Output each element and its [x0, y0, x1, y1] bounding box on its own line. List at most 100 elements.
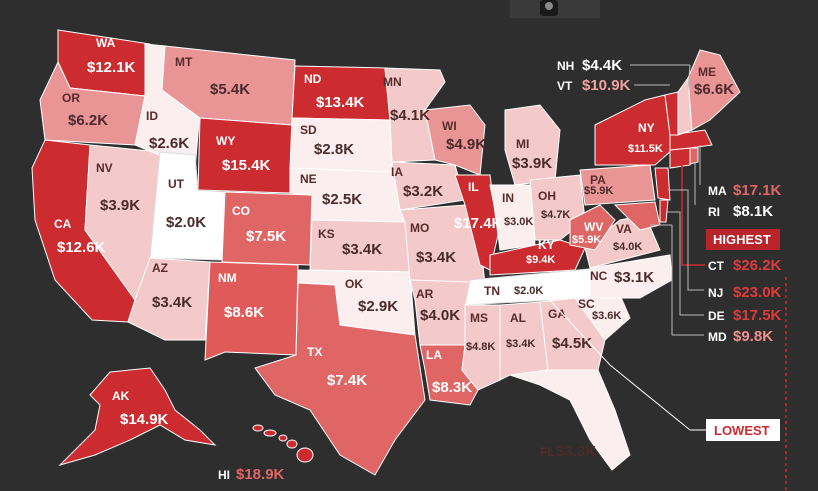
lowest-callout: LOWEST [544, 294, 780, 441]
svg-text:$3.4K: $3.4K [342, 241, 382, 258]
state-pa[interactable] [579, 164, 656, 206]
svg-text:$17.4K: $17.4K [454, 215, 503, 232]
svg-text:MS: MS [470, 311, 488, 325]
svg-text:OR: OR [62, 91, 80, 105]
svg-text:WY: WY [216, 134, 235, 148]
state-hi[interactable] [252, 424, 314, 463]
svg-text:RI: RI [708, 205, 720, 219]
svg-text:$3.9K: $3.9K [100, 197, 140, 214]
svg-text:ME: ME [698, 65, 716, 79]
state-tx[interactable] [254, 282, 426, 476]
lowest-box [706, 419, 780, 441]
svg-text:MA: MA [708, 184, 727, 198]
svg-text:$4.1K: $4.1K [390, 107, 430, 124]
svg-text:HI: HI [218, 468, 230, 482]
state-ga[interactable] [539, 297, 606, 371]
state-nm[interactable] [204, 261, 299, 361]
svg-text:$4.9K: $4.9K [446, 136, 486, 153]
svg-text:NV: NV [96, 161, 113, 175]
svg-text:DE: DE [708, 309, 725, 323]
svg-text:$4.0K: $4.0K [420, 307, 460, 324]
svg-text:$3.0K: $3.0K [504, 216, 533, 228]
svg-text:$3.3K: $3.3K [556, 443, 596, 460]
svg-text:TN: TN [484, 284, 500, 298]
svg-text:IL: IL [468, 180, 479, 194]
svg-text:$12.6K: $12.6K [57, 239, 106, 256]
svg-text:$14.9K: $14.9K [120, 411, 169, 428]
svg-text:SC: SC [578, 297, 595, 311]
svg-text:$8.3K: $8.3K [432, 379, 472, 396]
state-in[interactable] [489, 184, 536, 251]
svg-text:$6.6K: $6.6K [694, 81, 734, 98]
hi-label: HI $18.9K [218, 466, 285, 483]
svg-text:CT: CT [708, 259, 725, 273]
svg-text:$17.1K: $17.1K [733, 182, 782, 199]
svg-text:$3.1K: $3.1K [614, 269, 654, 286]
svg-text:$23.0K: $23.0K [733, 284, 782, 301]
svg-text:MD: MD [708, 330, 727, 344]
svg-text:$2.5K: $2.5K [322, 191, 362, 208]
svg-text:AR: AR [416, 287, 434, 301]
svg-text:VA: VA [616, 222, 632, 236]
svg-text:ND: ND [304, 72, 322, 86]
state-ma[interactable] [669, 129, 713, 151]
state-labels: WA $12.1K OR $6.2K CA $12.6K NV $3.9K ID… [54, 36, 734, 460]
state-fl[interactable] [509, 369, 631, 471]
svg-text:LA: LA [426, 348, 442, 362]
svg-text:GA: GA [548, 307, 566, 321]
svg-text:$7.4K: $7.4K [327, 372, 367, 389]
svg-text:MN: MN [383, 75, 402, 89]
state-nc[interactable] [589, 254, 673, 299]
svg-text:IA: IA [391, 165, 403, 179]
state-ak[interactable] [58, 367, 217, 467]
svg-text:$6.2K: $6.2K [68, 112, 108, 129]
svg-text:$3.2K: $3.2K [403, 183, 443, 200]
svg-text:MI: MI [516, 137, 529, 151]
corner-graphic [510, 0, 600, 18]
svg-text:OK: OK [345, 277, 363, 291]
svg-text:$5.9K: $5.9K [584, 185, 613, 197]
svg-text:$7.5K: $7.5K [246, 228, 286, 245]
svg-text:AK: AK [112, 389, 130, 403]
svg-text:CA: CA [54, 217, 72, 231]
svg-text:NM: NM [218, 271, 237, 285]
svg-text:$4.4K: $4.4K [582, 57, 622, 74]
state-de[interactable] [659, 199, 669, 223]
svg-text:$4.0K: $4.0K [613, 241, 642, 253]
svg-text:$4.8K: $4.8K [466, 341, 495, 353]
state-wv[interactable] [569, 204, 616, 251]
state-ct[interactable] [669, 147, 691, 169]
state-nj[interactable] [654, 167, 671, 201]
svg-text:MO: MO [410, 221, 429, 235]
svg-text:NC: NC [590, 269, 608, 283]
svg-text:AL: AL [510, 311, 526, 325]
svg-text:HIGHEST: HIGHEST [713, 232, 771, 247]
svg-text:WI: WI [442, 119, 457, 133]
svg-text:KY: KY [538, 238, 555, 252]
svg-text:PA: PA [590, 173, 606, 187]
svg-text:$8.1K: $8.1K [733, 203, 773, 220]
svg-text:FL: FL [540, 445, 555, 459]
svg-text:NE: NE [300, 172, 317, 186]
svg-text:$15.4K: $15.4K [222, 157, 271, 174]
svg-text:NY: NY [638, 121, 655, 135]
svg-text:$9.8K: $9.8K [733, 328, 773, 345]
svg-text:$17.5K: $17.5K [733, 307, 782, 324]
state-ri[interactable] [689, 147, 699, 165]
svg-text:LOWEST: LOWEST [714, 423, 770, 438]
svg-text:$3.4K: $3.4K [506, 338, 535, 350]
svg-text:KS: KS [318, 227, 335, 241]
svg-text:$3.4K: $3.4K [152, 294, 192, 311]
svg-text:IN: IN [502, 191, 514, 205]
svg-text:$9.4K: $9.4K [526, 254, 555, 266]
svg-text:ID: ID [146, 109, 158, 123]
svg-text:NJ: NJ [708, 286, 723, 300]
svg-text:$5.9K: $5.9K [572, 234, 601, 246]
state-mi[interactable] [504, 104, 561, 186]
state-wy[interactable] [197, 117, 293, 194]
state-me[interactable] [687, 49, 741, 131]
svg-text:$2.6K: $2.6K [149, 135, 189, 152]
svg-text:WA: WA [96, 36, 116, 50]
svg-text:$18.9K: $18.9K [236, 466, 285, 483]
